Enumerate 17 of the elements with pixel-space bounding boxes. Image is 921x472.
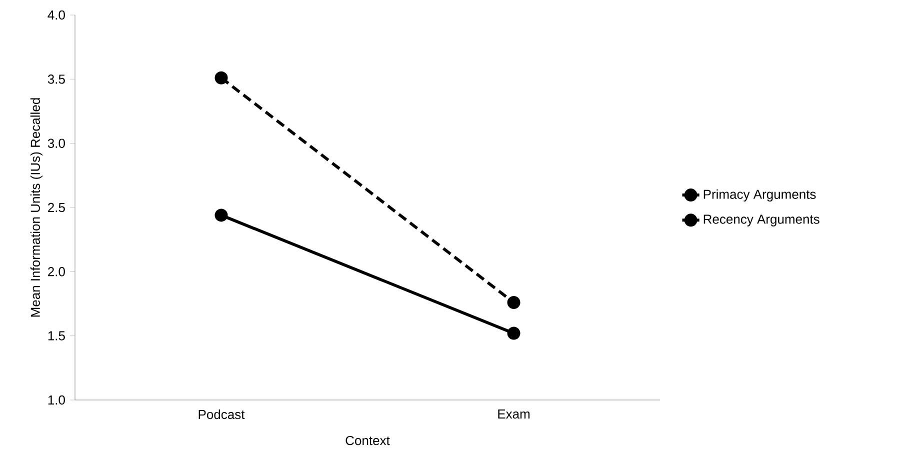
y-tick-label: 3.5 bbox=[48, 74, 65, 84]
y-tick-label: 3.0 bbox=[48, 138, 65, 148]
y-axis-title: Mean Information Units (IUs) Recalled bbox=[30, 98, 43, 317]
y-tick-label: 2.0 bbox=[48, 267, 65, 276]
x-tick-label: Podcast bbox=[198, 410, 245, 420]
point bbox=[214, 208, 228, 222]
y-tick-label: 1.5 bbox=[48, 331, 65, 340]
point bbox=[214, 71, 228, 84]
legend-label: Recency Arguments bbox=[704, 214, 820, 226]
x-axis-title: Context bbox=[346, 436, 390, 446]
point bbox=[507, 296, 520, 309]
point bbox=[507, 326, 520, 340]
y-tick-label: 1.0 bbox=[48, 395, 65, 405]
y-tick-label: 2.5 bbox=[48, 202, 65, 212]
legend-label: Primacy Arguments bbox=[704, 189, 816, 202]
y-tick-label: 4.0 bbox=[48, 10, 65, 20]
x-tick-label: Exam bbox=[498, 410, 530, 419]
